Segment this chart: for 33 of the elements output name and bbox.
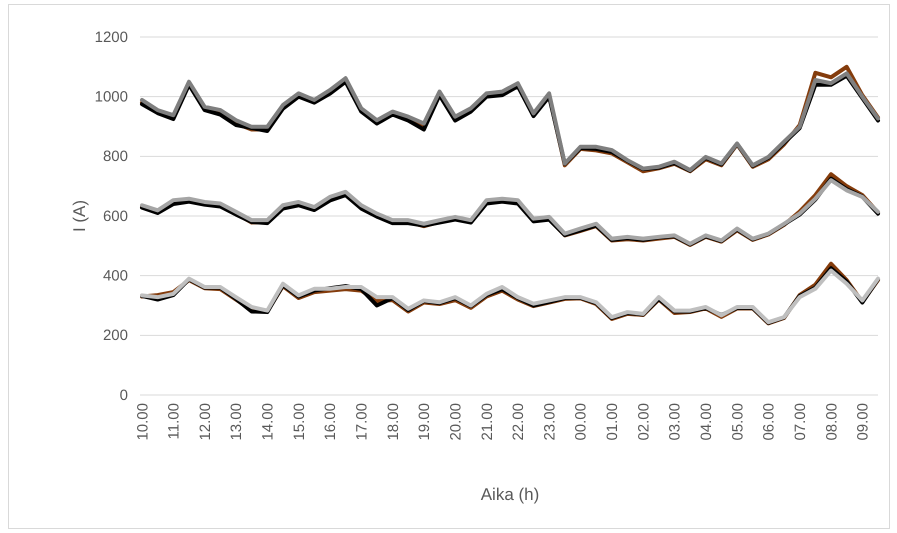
x-tick-label: 10.00 bbox=[134, 403, 152, 441]
y-tick-label: 600 bbox=[102, 208, 128, 225]
x-tick-label: 18.00 bbox=[384, 403, 402, 441]
y-tick-label: 1200 bbox=[94, 28, 128, 46]
x-tick-label: 08.00 bbox=[823, 403, 840, 441]
x-tick-label: 13.00 bbox=[228, 403, 246, 441]
y-tick-label: 0 bbox=[120, 386, 128, 404]
x-tick-label: 11.00 bbox=[166, 403, 183, 440]
x-tick-label: 23.00 bbox=[541, 403, 558, 441]
x-tick-label: 14.00 bbox=[260, 403, 277, 441]
x-tick-label: 16.00 bbox=[322, 403, 340, 441]
x-tick-label: 21.00 bbox=[478, 403, 496, 441]
x-tick-label: 15.00 bbox=[290, 403, 308, 441]
x-tick-label: 05.00 bbox=[729, 403, 746, 441]
x-tick-label: 03.00 bbox=[666, 403, 684, 441]
y-tick-label: 800 bbox=[102, 148, 128, 166]
x-tick-label: 12.00 bbox=[196, 403, 214, 441]
x-tick-label: 20.00 bbox=[447, 403, 464, 441]
x-tick-label: 06.00 bbox=[760, 403, 778, 441]
x-tick-label: 22.00 bbox=[510, 403, 528, 441]
x-tick-label: 19.00 bbox=[416, 403, 434, 441]
y-tick-label: 400 bbox=[102, 267, 128, 284]
y-tick-label: 200 bbox=[102, 327, 128, 344]
x-tick-label: 00.00 bbox=[572, 403, 590, 441]
y-axis-title: I (A) bbox=[70, 200, 89, 232]
x-tick-label: 01.00 bbox=[604, 403, 622, 441]
x-tick-label: 04.00 bbox=[698, 403, 715, 441]
x-tick-label: 17.00 bbox=[353, 403, 370, 441]
y-tick-label: 1000 bbox=[94, 88, 128, 106]
x-axis-title: Aika (h) bbox=[480, 485, 540, 504]
x-tick-label: 07.00 bbox=[792, 403, 809, 441]
x-tick-label: 09.00 bbox=[854, 403, 872, 441]
x-tick-label: 02.00 bbox=[635, 403, 652, 441]
